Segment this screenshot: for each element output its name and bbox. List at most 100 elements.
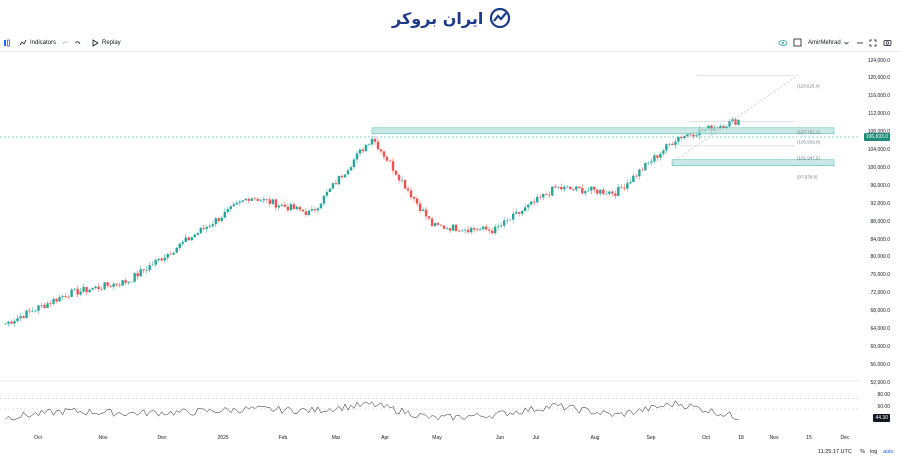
auto-toggle[interactable]: auto [883,449,894,455]
candle-body [103,282,106,290]
rsi-label-60: 60.00 [877,404,890,410]
level-label: (97,978.0) [797,174,818,180]
candle-body [346,170,350,175]
candle-body [343,174,347,178]
candle-body [163,257,166,261]
minimize-button[interactable] [856,36,864,49]
time-axis-label: Nov [98,435,108,441]
candle-body [593,186,596,190]
time-axis-label: May [432,435,442,441]
candle-body [442,225,446,229]
candle-body [421,209,425,211]
candle-body [463,229,467,231]
candle-body [238,201,242,203]
candle-body [572,189,575,190]
replay-button[interactable]: Replay [92,36,121,49]
candle-body [611,191,614,194]
candle-body [364,144,368,152]
time-axis-label: Dec [840,435,850,441]
candle-body [409,190,413,198]
candle-body [536,196,539,203]
candle-body [478,229,482,231]
candle-body [67,296,70,298]
candle-body [490,230,494,234]
brand-name: ایران بروکر [392,8,484,28]
candle-body [13,321,16,324]
price-axis-label: 100,000.0 [867,164,890,171]
candle-body [331,183,335,189]
percent-toggle[interactable]: % [860,449,865,455]
chart-wave-icon [490,8,511,28]
candle-body [325,191,329,196]
candle-body [319,203,323,209]
candle-body [605,193,608,195]
account-menu[interactable]: AmirMehrad [808,36,849,49]
candle-body [545,193,548,195]
candle-body [686,134,689,137]
time-axis-label: Feb [278,435,288,441]
candle-body [25,310,28,319]
candle-body [394,170,398,175]
candle-body [508,219,512,221]
candle-body [481,226,485,230]
candle-body [91,288,94,290]
support-zone [371,127,835,135]
candle-body [193,234,196,238]
time-axis-label: Aug [590,435,600,441]
candle-body [226,209,230,212]
candle-body [37,305,40,311]
layout-button[interactable] [793,36,802,49]
candle-body [527,204,530,208]
price-axis-label: 108,000.0 [868,129,890,135]
candle-body [629,182,632,184]
candle-body [674,141,677,145]
brand-logo[interactable]: ایران بروکر [392,6,512,30]
redo-button[interactable] [61,36,69,49]
price-axis-label: 120,000.0 [867,75,890,82]
candle-body [268,199,272,204]
candle-body [94,286,97,289]
candle-body [310,209,314,211]
candle-body [650,161,653,163]
chart-area[interactable]: 124,000.0 120,000.0 116,000.0 112,000.0 108,… [0,52,900,472]
level-label: (101,947.5) [797,155,821,161]
clock: 11:25:17 UTC [818,449,852,455]
candle-body [412,197,416,199]
candle-body [382,151,386,157]
settings-button[interactable] [883,36,892,49]
price-axis-label: 56,000.0 [870,361,890,368]
candle-body [692,134,695,137]
log-toggle[interactable]: log [870,449,878,455]
candle-body [707,125,710,130]
candle-body [599,189,602,194]
candle-body [46,303,49,308]
candle-body [187,237,190,241]
candle-body [79,291,82,295]
indicators-label: Indicators [30,39,57,46]
candle-body [466,229,470,233]
fullscreen-button[interactable] [869,36,877,49]
sidebar-toggle-button[interactable] [3,36,11,49]
square-icon [793,38,802,47]
candle-body [596,189,599,194]
candle-body [28,310,31,312]
candle-body [112,283,115,287]
price-axis-label: 112,000.0 [868,111,890,118]
price-chart[interactable] [0,52,900,447]
indicators-button[interactable]: Indicators [19,36,56,49]
eye-button[interactable] [778,36,788,49]
undo-button[interactable] [74,36,82,49]
candle-body [283,204,287,207]
candle-body [259,200,263,201]
candle-body [533,201,536,203]
candle-body [493,226,497,234]
candle-body [584,191,587,194]
candle-body [181,241,184,244]
candle-body [379,149,383,152]
candle-body [557,187,560,188]
candle-body [88,289,91,293]
time-axis-label: Nov [769,435,779,441]
candle-body [316,208,320,211]
candle-body [505,220,509,221]
candle-body [677,137,680,142]
